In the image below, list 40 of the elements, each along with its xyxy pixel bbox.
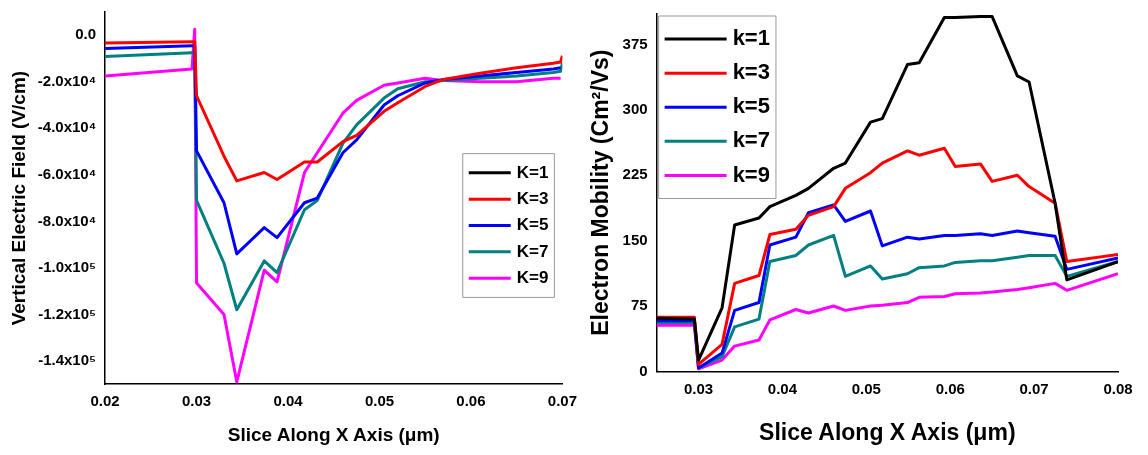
x-tick-label: 0.04 (767, 379, 798, 397)
x-tick-label: 0.05 (851, 379, 881, 397)
legend-label: k=3 (732, 59, 770, 85)
x-tick-label: 0.07 (547, 392, 577, 410)
y-axis-title: Electron Mobility (Cm²/Vs) (587, 49, 614, 336)
x-tick-label: 0.06 (456, 392, 486, 410)
y-tick-label: -1.2x10⁵ (38, 304, 97, 322)
legend-label: k=1 (732, 25, 770, 51)
x-tick-label: 0.05 (364, 392, 395, 410)
x-tick-label: 0.03 (683, 379, 714, 397)
legend-label: k=5 (732, 93, 770, 119)
y-tick-label: 300 (622, 100, 648, 118)
legend-label: K=3 (516, 188, 549, 208)
x-tick-label: 0.07 (1019, 379, 1049, 397)
legend-label: K=1 (516, 162, 549, 182)
x-tick-label: 0.06 (935, 379, 965, 397)
y-tick-label: 150 (622, 230, 648, 248)
y-axis-title: Vertical Electric Field (V/cm) (7, 70, 29, 326)
y-tick-label: 0 (639, 361, 648, 379)
y-tick-label: -6.0x10⁴ (37, 164, 97, 182)
y-tick-label: -2.0x10⁴ (37, 71, 97, 89)
x-tick-label: 0.03 (181, 392, 212, 410)
y-tick-label: 375 (622, 34, 648, 52)
x-axis-title: Slice Along X Axis (μm) (759, 418, 1016, 445)
y-tick-label: -4.0x10⁴ (37, 118, 97, 136)
y-tick-label: 75 (630, 296, 648, 314)
y-tick-label: -1.4x10⁵ (38, 351, 97, 369)
y-tick-label: -1.0x10⁵ (38, 258, 97, 276)
legend-label: k=7 (732, 127, 770, 153)
x-tick-label: 0.04 (273, 392, 304, 410)
y-tick-label: -8.0x10⁴ (37, 211, 97, 229)
legend-label: K=5 (516, 215, 549, 235)
y-tick-label: 225 (622, 165, 648, 183)
x-tick-label: 0.08 (1103, 379, 1133, 397)
x-axis-title: Slice Along X Axis (μm) (227, 423, 440, 445)
x-tick-label: 0.02 (90, 392, 120, 410)
y-tick-label: 0.0 (75, 25, 97, 43)
legend-label: K=7 (516, 241, 549, 261)
legend-label: k=9 (732, 161, 770, 187)
legend-label: K=9 (516, 267, 549, 287)
